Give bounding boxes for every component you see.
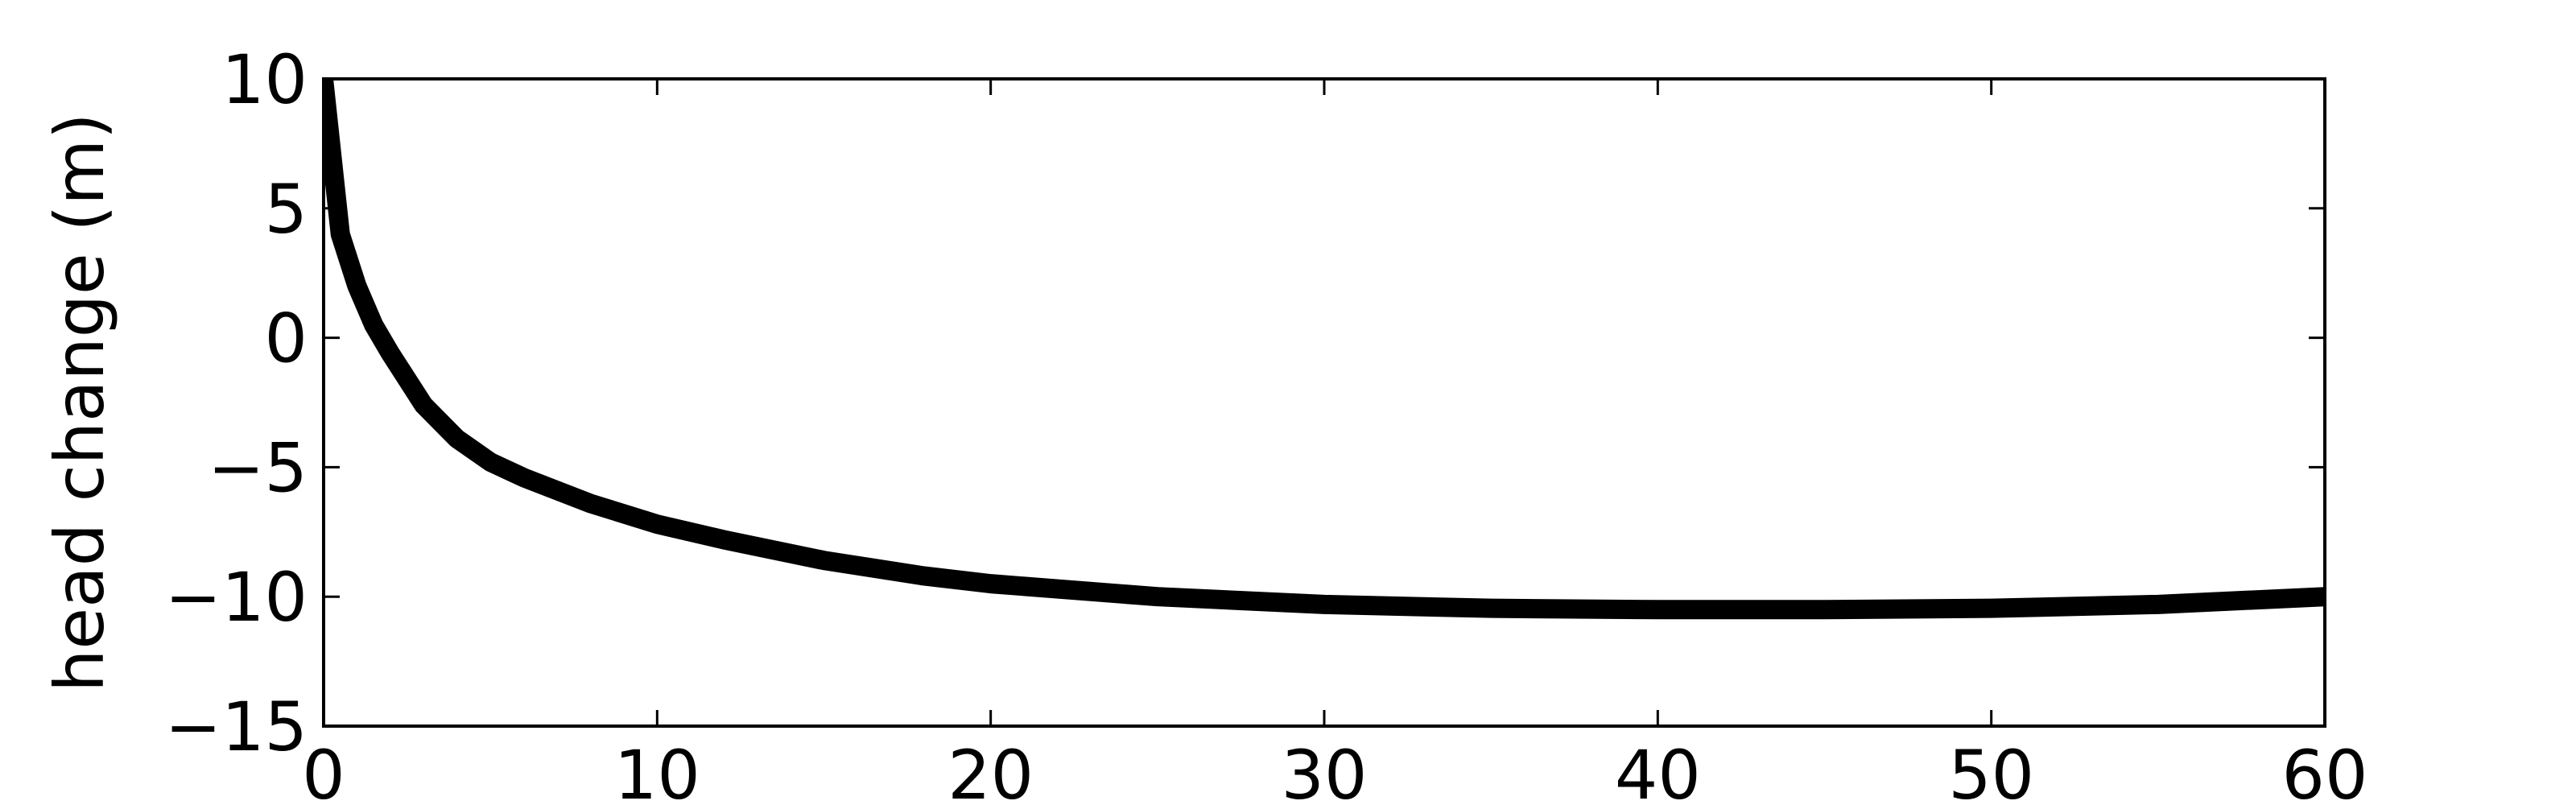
x-tick-label: 50 [1948,736,2034,805]
y-tick-label: −15 [165,687,308,766]
plot-frame [322,77,2326,728]
plot-area [322,77,2326,728]
x-tick-label: 0 [302,736,345,805]
y-tick-label: −10 [165,558,308,637]
y-tick-label: −5 [208,428,308,507]
x-tick-label: 30 [1282,736,1368,805]
y-tick-label: 10 [221,40,308,119]
x-tick-label: 10 [614,736,700,805]
data-layer [324,79,2325,620]
y-tick-label: 0 [265,299,308,378]
y-axis-label: head change (m) [40,113,119,692]
y-tick-label: 5 [265,170,308,249]
x-tick-label: 40 [1615,736,1701,805]
data-series-line-0 [324,79,2325,620]
x-tick-label: 60 [2282,736,2368,805]
x-tick-label: 20 [947,736,1034,805]
ticks-layer [322,77,2326,728]
